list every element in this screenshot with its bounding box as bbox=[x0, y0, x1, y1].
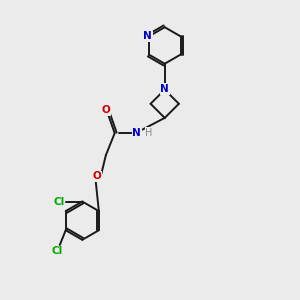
Text: H: H bbox=[146, 128, 153, 138]
Text: Cl: Cl bbox=[53, 196, 64, 206]
Text: N: N bbox=[132, 128, 141, 138]
Text: O: O bbox=[101, 105, 110, 115]
Text: N: N bbox=[160, 84, 169, 94]
Text: N: N bbox=[143, 31, 152, 41]
Text: Cl: Cl bbox=[51, 246, 62, 256]
Text: O: O bbox=[93, 172, 101, 182]
